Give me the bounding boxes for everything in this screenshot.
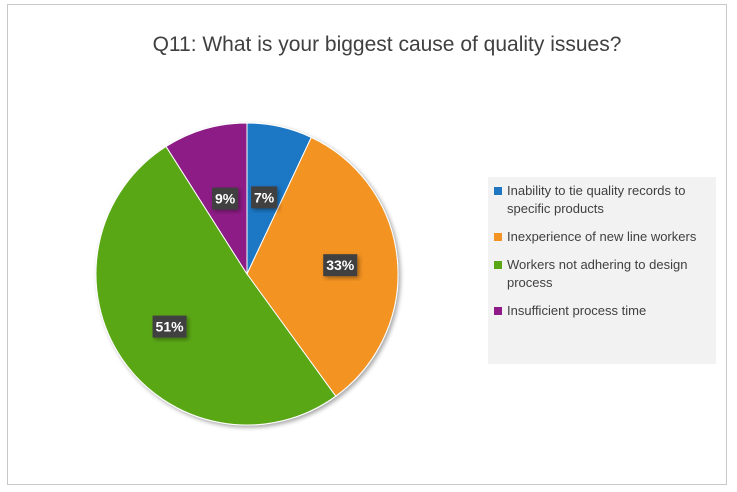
data-label-text: 9% [215, 191, 236, 207]
legend-label: Insufficient process time [507, 303, 647, 318]
chart-title: Q11: What is your biggest cause of quali… [152, 33, 622, 56]
data-label: 7% [251, 186, 278, 209]
data-label-box [251, 186, 278, 209]
legend-swatch-blue [494, 187, 502, 195]
pie-chart: 7% 33% 51% 9% [95, 122, 399, 426]
data-label: 51% [152, 315, 187, 338]
chart-frame: Q11: What is your biggest cause of quali… [7, 4, 727, 485]
legend-item-inexperience: Inexperience of new line workers [494, 228, 712, 246]
data-label-text: 7% [254, 189, 275, 205]
legend-label: Inexperience of new line workers [507, 229, 697, 244]
data-label: 33% [323, 254, 358, 277]
data-label-text: 51% [156, 319, 185, 335]
data-label-box [152, 315, 187, 338]
legend-swatch-purple [494, 307, 502, 315]
legend-item-not-adhering: Workers not adhering to design process [494, 256, 712, 292]
pie-slice-inexperience [246, 136, 399, 397]
pie-slice-not-adhering [95, 145, 337, 426]
data-label-box [212, 187, 239, 210]
data-label-text: 33% [326, 257, 355, 273]
chart-legend: Inability to tie quality records to spec… [488, 177, 716, 364]
legend-swatch-green [494, 261, 502, 269]
pie-slice-insufficient-time [165, 122, 248, 276]
legend-label: Workers not adhering to design process [507, 257, 688, 290]
legend-label: Inability to tie quality records to spec… [507, 183, 686, 216]
legend-item-insufficient-time: Insufficient process time [494, 302, 712, 320]
data-label-box [323, 254, 358, 277]
legend-item-inability: Inability to tie quality records to spec… [494, 182, 712, 218]
legend-swatch-orange [494, 233, 502, 241]
data-label: 9% [212, 187, 239, 210]
